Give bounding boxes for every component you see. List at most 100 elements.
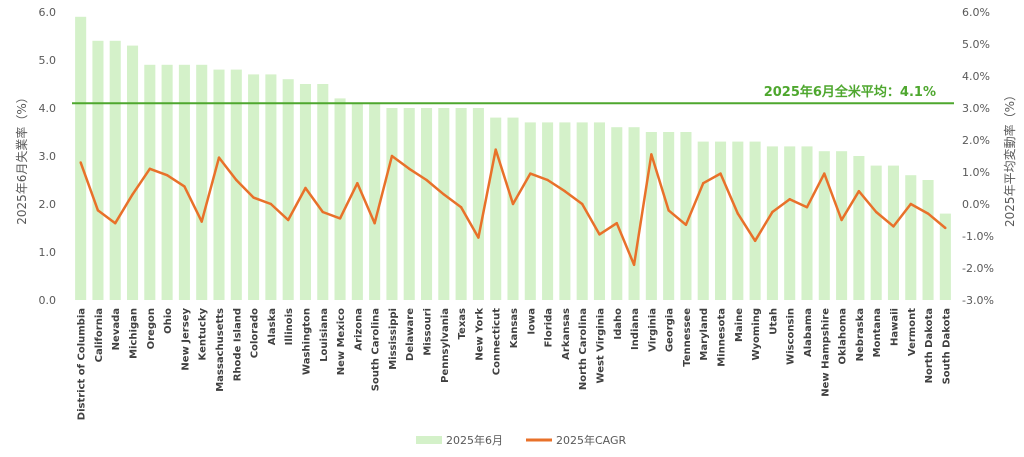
line-series: [79, 148, 947, 267]
bar: [472, 108, 484, 300]
bar: [784, 146, 796, 300]
line-point: [269, 202, 273, 206]
bar: [559, 122, 571, 301]
x-tick-label: Pennsylvania: [440, 308, 451, 383]
y2-tick-label: 2.0%: [962, 134, 990, 147]
left-axis-title: 2025年6月失業率（%）: [14, 91, 29, 225]
x-tick-label: Illinois: [284, 308, 295, 345]
bar: [403, 108, 415, 300]
bar: [420, 108, 433, 300]
bar: [836, 151, 848, 300]
x-tick-label: Arkansas: [561, 308, 572, 360]
x-tick-label: Massachusetts: [215, 308, 226, 392]
line-point: [356, 182, 359, 185]
line-point: [425, 178, 428, 182]
line-point: [459, 206, 463, 209]
legend-bar-label: 2025年6月: [446, 433, 503, 447]
line-point: [235, 178, 238, 182]
x-tick-label: Kentucky: [198, 308, 209, 361]
line-point: [390, 154, 394, 158]
line-point: [546, 178, 549, 182]
line-point: [667, 209, 670, 212]
line-point: [321, 210, 324, 214]
bar: [939, 213, 951, 300]
line-point: [650, 153, 653, 156]
line-point: [684, 223, 688, 226]
x-tick-label: Alaska: [267, 308, 278, 345]
y2-tick-label: 4.0%: [962, 70, 990, 83]
right-axis-ticks: -3.0% -2.0% -1.0% 0.0% 1.0% 2.0% 3.0% 4.0% 5.0% 6…: [962, 6, 994, 307]
bar: [887, 165, 900, 300]
bar: [680, 132, 692, 300]
line-point: [200, 220, 203, 223]
line-point: [494, 148, 497, 151]
x-tick-label: Georgia: [665, 308, 676, 352]
x-tick-label: New York: [474, 308, 485, 361]
x-tick-label: Arizona: [353, 308, 364, 351]
x-tick-label: Louisiana: [319, 308, 330, 362]
y-tick-label: 4.0: [39, 102, 57, 115]
y2-tick-label: -1.0%: [962, 230, 994, 243]
bar: [334, 98, 346, 301]
x-tick-label: Hawaii: [889, 308, 900, 346]
line-point: [165, 174, 169, 177]
left-axis-ticks: 0.0 1.0 2.0 3.0 4.0 5.0 6.0: [39, 6, 57, 307]
bar: [248, 74, 260, 301]
x-tick-label: Washington: [301, 308, 312, 375]
x-tick-label: Mississippi: [388, 308, 399, 370]
x-tick-label: Alabama: [803, 308, 814, 357]
bar: [75, 16, 87, 301]
bar: [282, 79, 294, 300]
line-point: [805, 206, 809, 209]
bar: [922, 180, 934, 300]
line-point: [131, 193, 134, 196]
y-tick-label: 0.0: [39, 294, 57, 307]
x-tick-label: Ohio: [163, 308, 174, 334]
bar: [818, 151, 830, 300]
x-tick-label: Virginia: [647, 308, 658, 352]
x-tick-label: Missouri: [423, 308, 434, 356]
bar: [853, 156, 865, 300]
bar: [161, 64, 173, 300]
bar: [645, 132, 657, 300]
x-tick-label: Vermont: [907, 308, 918, 356]
y2-tick-label: -2.0%: [962, 262, 994, 275]
line-point: [632, 263, 636, 266]
x-tick-label: West Virginia: [595, 308, 606, 383]
bar: [178, 64, 190, 300]
y-tick-label: 3.0: [39, 150, 57, 163]
x-tick-label: Montana: [872, 308, 883, 357]
bar: [196, 64, 208, 300]
x-tick-label: North Carolina: [578, 308, 589, 390]
x-tick-label: Wisconsin: [786, 308, 797, 365]
y2-tick-label: -3.0%: [962, 294, 994, 307]
bar: [490, 117, 502, 300]
line-point: [909, 202, 912, 206]
y-tick-label: 6.0: [39, 6, 57, 19]
bar: [524, 122, 536, 301]
bar: [126, 45, 139, 300]
bar: [905, 175, 917, 300]
x-tick-label: Michigan: [129, 308, 140, 359]
line-point: [252, 196, 255, 199]
national-average-label: 2025年6月全米平均：4.1%: [764, 84, 936, 100]
bar: [628, 127, 640, 300]
line-point: [563, 190, 567, 193]
x-tick-label: Tennessee: [682, 308, 693, 367]
line-point: [217, 156, 221, 159]
line-point: [96, 209, 100, 212]
line-point: [477, 236, 480, 239]
x-tick-label: California: [94, 308, 105, 362]
legend: 2025年6月 2025年CAGR: [416, 433, 627, 447]
line-point: [702, 182, 705, 185]
x-tick-label: District of Columbia: [77, 308, 88, 420]
y2-tick-label: 3.0%: [962, 102, 990, 115]
y-tick-label: 1.0: [39, 246, 57, 259]
x-tick-label: Utah: [768, 308, 779, 335]
right-axis-title: 2025年平均変動率（%）: [1002, 89, 1017, 227]
bar-series: [75, 16, 951, 301]
bar: [455, 108, 467, 300]
x-tick-label: Idaho: [613, 308, 624, 340]
bar: [870, 165, 882, 300]
x-axis-labels: District of Columbia California Nevada Mich…: [77, 308, 953, 421]
